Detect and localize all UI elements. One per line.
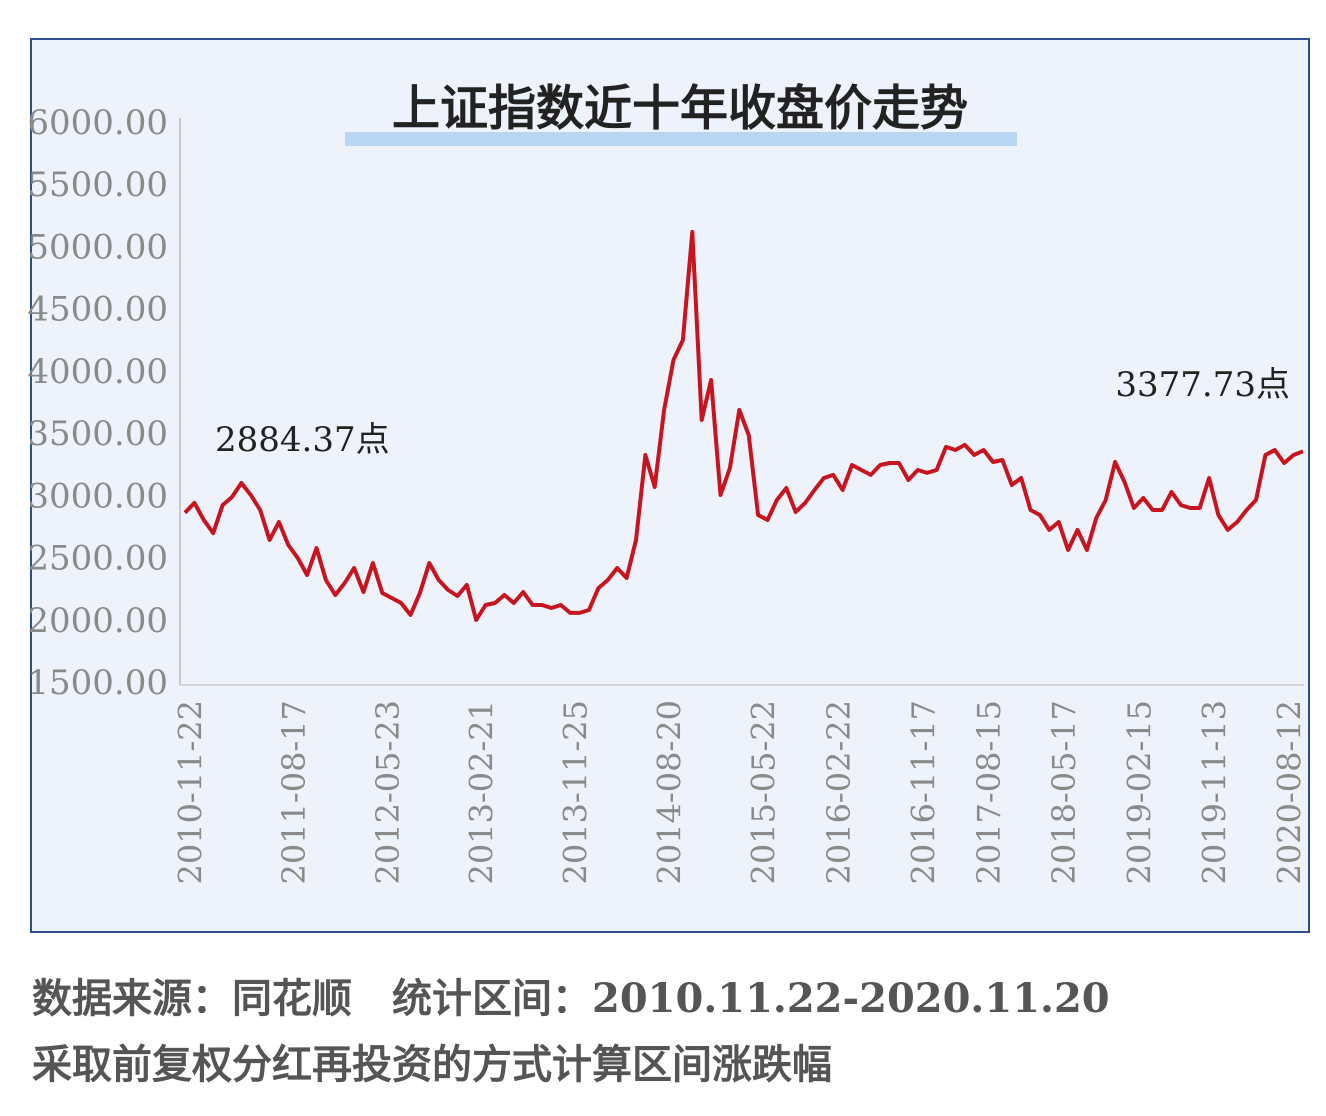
- y-tick-label: 4500.00: [27, 290, 168, 330]
- x-tick-label: 2016-11-17: [904, 700, 942, 885]
- y-tick-label: 1500.00: [27, 663, 168, 703]
- x-tick-label: 2011-08-17: [275, 700, 313, 885]
- annotation: 2884.37点: [215, 420, 390, 460]
- x-tick-label: 2017-08-15: [970, 700, 1008, 885]
- x-tick-label: 2016-02-22: [820, 700, 858, 885]
- title-highlight: [345, 132, 1017, 146]
- footnote: 采取前复权分红再投资的方式计算区间涨跌幅: [32, 1041, 832, 1088]
- y-tick-label: 6000.00: [27, 103, 168, 143]
- y-tick-label: 5000.00: [27, 227, 168, 267]
- x-tick-label: 2019-02-15: [1120, 700, 1158, 885]
- x-tick-label: 2020-08-12: [1271, 700, 1309, 885]
- y-tick-label: 4000.00: [27, 352, 168, 392]
- x-tick-label: 2019-11-13: [1196, 700, 1234, 885]
- footnote: 数据来源：同花顺 统计区间：2010.11.22-2020.11.20: [32, 975, 1110, 1022]
- x-tick-label: 2012-05-23: [369, 700, 407, 885]
- annotation: 3377.73点: [1115, 365, 1290, 405]
- x-tick-label: 2010-11-22: [172, 700, 210, 885]
- chart-title: 上证指数近十年收盘价走势: [392, 81, 968, 137]
- y-tick-label: 5500.00: [27, 165, 168, 205]
- x-tick-label: 2014-08-20: [651, 700, 689, 885]
- y-tick-label: 3500.00: [27, 414, 168, 454]
- x-tick-label: 2013-02-21: [463, 700, 501, 885]
- y-tick-label: 2500.00: [27, 539, 168, 579]
- y-tick-label: 3000.00: [27, 476, 168, 516]
- x-tick-label: 2013-11-25: [557, 700, 595, 885]
- x-tick-label: 2015-05-22: [745, 700, 783, 885]
- y-tick-label: 2000.00: [27, 601, 168, 641]
- x-tick-label: 2018-05-17: [1045, 700, 1083, 885]
- price-line: [183, 230, 1304, 622]
